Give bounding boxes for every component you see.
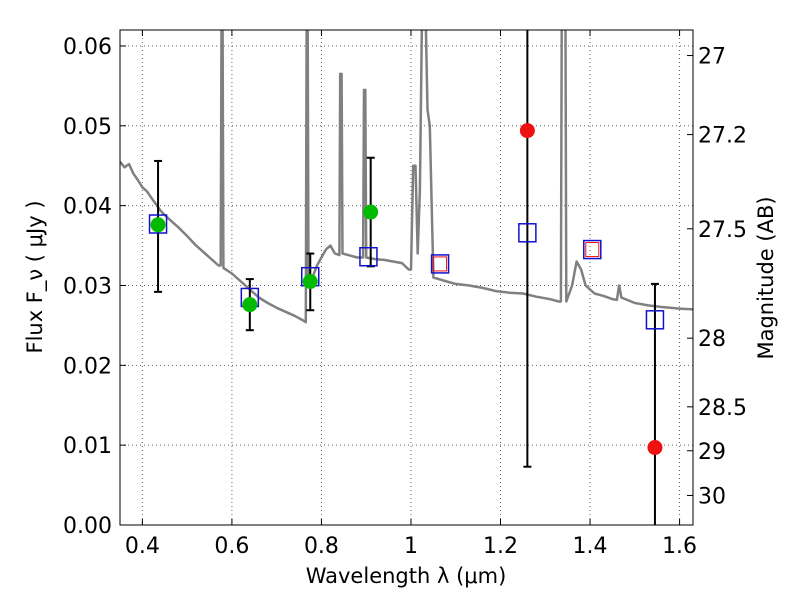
y2-tick-label: 28.5 [698,396,747,421]
y-tick-label: 0.01 [63,434,112,459]
photometry-point [150,217,166,233]
y-tick-label: 0.03 [63,274,112,299]
x-tick-label: 0.8 [304,534,339,559]
model-band-marker [148,214,168,234]
x-tick-label: 0.6 [214,534,249,559]
y2-tick-label: 27 [698,45,726,70]
y-tick-label: 0.05 [63,115,112,140]
photometry-point [519,123,535,139]
plot-frame [119,29,694,526]
photometry-point [647,440,663,456]
y-tick-label: 0.04 [63,195,112,220]
x-tick-label: 0.4 [125,534,160,559]
photometry-point [363,204,379,220]
tick-labels: 0.4 0.6 0.8 1 1.2 1.4 1.6 0.00 0.01 0.02 0.03 0.04 0… [63,35,747,559]
ticks [120,30,693,526]
y2-tick-label: 27.2 [698,124,747,149]
y-tick-label: 0.06 [63,35,112,60]
x-tick-label: 1 [404,534,418,559]
x-tick-label: 1.2 [483,534,518,559]
y2-axis-label: Magnitude (AB) [754,196,778,359]
y2-tick-label: 28 [698,327,726,352]
x-tick-label: 1.4 [573,534,608,559]
y-tick-label: 0.02 [63,354,112,379]
y-axis-label: Flux F_ν ( μJy ) [23,200,48,353]
model-band-inner-marker [433,256,448,272]
y2-tick-label: 29 [698,440,726,465]
markers [148,123,665,456]
y2-tick-label: 30 [698,484,726,509]
model-band-inner-marker [585,242,600,258]
y2-tick-label: 27.5 [698,218,747,243]
model-band-marker [430,254,450,274]
y-tick-label: 0.00 [63,514,112,539]
photometry-point [242,297,258,313]
model-band-marker [359,246,378,267]
x-axis-label: Wavelength λ (μm) [306,564,507,588]
model-band-marker [583,239,602,260]
model-band-marker [518,223,537,243]
grid [120,30,693,525]
x-tick-label: 1.6 [662,534,697,559]
model-band-marker [645,310,665,330]
plot-background [120,30,693,525]
photometry-point [302,273,318,289]
